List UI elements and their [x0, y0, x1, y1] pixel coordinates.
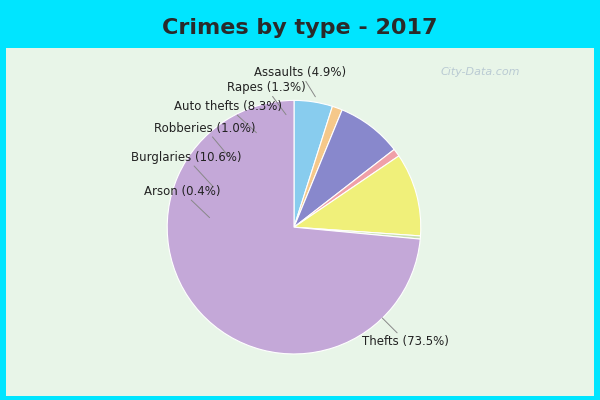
- Text: Thefts (73.5%): Thefts (73.5%): [362, 318, 449, 348]
- Wedge shape: [167, 100, 420, 354]
- Text: Arson (0.4%): Arson (0.4%): [144, 185, 221, 218]
- Wedge shape: [294, 150, 399, 227]
- Text: City-Data.com: City-Data.com: [440, 67, 520, 77]
- Text: Rapes (1.3%): Rapes (1.3%): [227, 81, 305, 115]
- Wedge shape: [294, 100, 332, 227]
- Wedge shape: [294, 110, 394, 227]
- Text: Assaults (4.9%): Assaults (4.9%): [254, 66, 346, 97]
- Wedge shape: [294, 106, 342, 227]
- Text: Burglaries (10.6%): Burglaries (10.6%): [131, 151, 241, 187]
- Text: Crimes by type - 2017: Crimes by type - 2017: [162, 18, 438, 38]
- Text: Auto thefts (8.3%): Auto thefts (8.3%): [174, 100, 282, 133]
- Wedge shape: [294, 227, 421, 239]
- Text: Robberies (1.0%): Robberies (1.0%): [154, 122, 256, 156]
- Wedge shape: [294, 156, 421, 236]
